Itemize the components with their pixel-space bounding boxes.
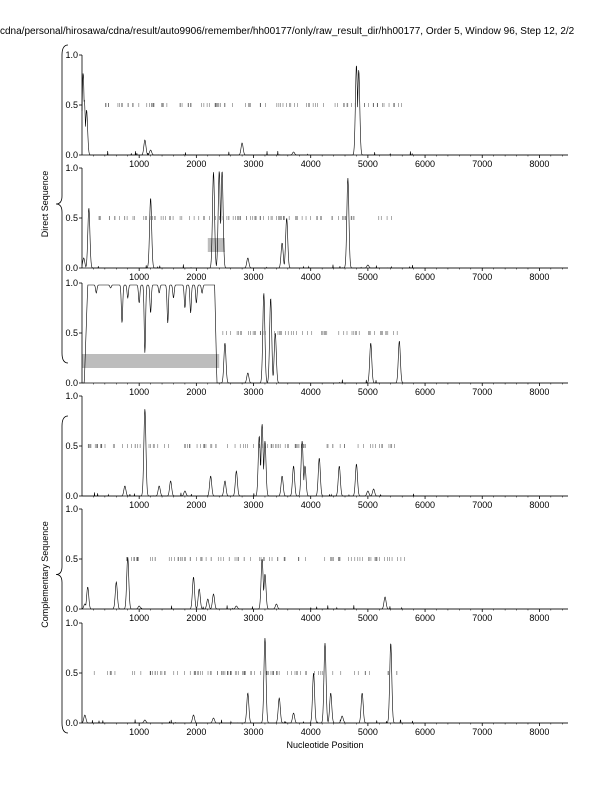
x-tick-label: 1000 (129, 159, 149, 169)
x-tick-label: 3000 (244, 727, 264, 737)
x-tick-label: 6000 (415, 500, 435, 510)
x-tick-label: 8000 (529, 159, 549, 169)
y-tick-label: 0.0 (65, 150, 78, 160)
series-line (81, 65, 568, 156)
x-tick-label: 5000 (358, 387, 378, 397)
x-tick-label: 4000 (301, 613, 321, 623)
highlight-box (207, 238, 225, 252)
x-tick-label: 6000 (415, 613, 435, 623)
x-axis-label: Nucleotide Position (286, 740, 363, 750)
x-tick-label: 3000 (244, 387, 264, 397)
x-tick-label: 3000 (244, 159, 264, 169)
x-tick-label: 6000 (415, 727, 435, 737)
y-tick-label: 0.0 (65, 263, 78, 273)
x-tick-label: 5000 (358, 613, 378, 623)
highlight-box (82, 354, 220, 368)
x-tick-label: 5000 (358, 159, 378, 169)
y-tick-label: 1.0 (65, 278, 78, 288)
x-tick-label: 1000 (129, 387, 149, 397)
x-tick-label: 2000 (186, 272, 206, 282)
x-tick-label: 5000 (358, 500, 378, 510)
y-tick-label: 1.0 (65, 504, 78, 514)
direct-sequence-brace (55, 44, 69, 364)
x-tick-label: 4000 (301, 387, 321, 397)
y-tick-label: 0.5 (65, 213, 78, 223)
x-tick-label: 1000 (129, 727, 149, 737)
x-tick-label: 6000 (415, 387, 435, 397)
x-tick-label: 3000 (244, 500, 264, 510)
x-tick-label: 6000 (415, 272, 435, 282)
x-tick-label: 7000 (472, 500, 492, 510)
y-tick-label: 0.5 (65, 441, 78, 451)
y-tick-label: 0.5 (65, 328, 78, 338)
x-tick-label: 8000 (529, 613, 549, 623)
x-tick-label: 7000 (472, 613, 492, 623)
x-tick-label: 8000 (529, 387, 549, 397)
series-line (82, 409, 568, 497)
complementary-sequence-brace (55, 415, 69, 734)
series-line (82, 284, 568, 384)
x-tick-label: 7000 (472, 387, 492, 397)
x-tick-label: 5000 (358, 272, 378, 282)
y-tick-label: 0.5 (65, 668, 78, 678)
x-tick-label: 8000 (529, 500, 549, 510)
y-tick-label: 1.0 (65, 618, 78, 628)
y-tick-label: 1.0 (65, 50, 78, 60)
x-tick-label: 2000 (186, 727, 206, 737)
x-tick-label: 3000 (244, 613, 264, 623)
x-tick-label: 4000 (301, 159, 321, 169)
x-tick-label: 8000 (529, 272, 549, 282)
series-line (81, 557, 568, 610)
y-tick-label: 1.0 (65, 391, 78, 401)
x-tick-label: 6000 (415, 159, 435, 169)
series-line (81, 637, 568, 724)
y-tick-label: 0.0 (65, 718, 78, 728)
x-tick-label: 4000 (301, 500, 321, 510)
x-tick-label: 1000 (129, 500, 149, 510)
x-tick-label: 2000 (186, 613, 206, 623)
x-tick-label: 2000 (186, 387, 206, 397)
x-tick-label: 3000 (244, 272, 264, 282)
x-tick-label: 2000 (186, 500, 206, 510)
y-tick-label: 0.0 (65, 491, 78, 501)
x-tick-label: 1000 (129, 613, 149, 623)
y-tick-label: 0.5 (65, 100, 78, 110)
x-tick-label: 8000 (529, 727, 549, 737)
y-tick-label: 0.0 (65, 378, 78, 388)
y-tick-label: 1.0 (65, 163, 78, 173)
x-tick-label: 2000 (186, 159, 206, 169)
series-line (81, 171, 568, 269)
x-tick-label: 7000 (472, 159, 492, 169)
y-tick-label: 0.0 (65, 604, 78, 614)
x-tick-label: 5000 (358, 727, 378, 737)
x-tick-label: 1000 (129, 272, 149, 282)
x-tick-label: 4000 (301, 727, 321, 737)
x-tick-label: 7000 (472, 272, 492, 282)
direct-sequence-label: Direct Sequence (40, 171, 50, 238)
x-tick-label: 7000 (472, 727, 492, 737)
complementary-sequence-label: Complementary Sequence (40, 521, 50, 628)
y-tick-label: 0.5 (65, 554, 78, 564)
chart-title: cdna/personal/hirosawa/cdna/result/auto9… (0, 26, 575, 37)
x-tick-label: 4000 (301, 272, 321, 282)
